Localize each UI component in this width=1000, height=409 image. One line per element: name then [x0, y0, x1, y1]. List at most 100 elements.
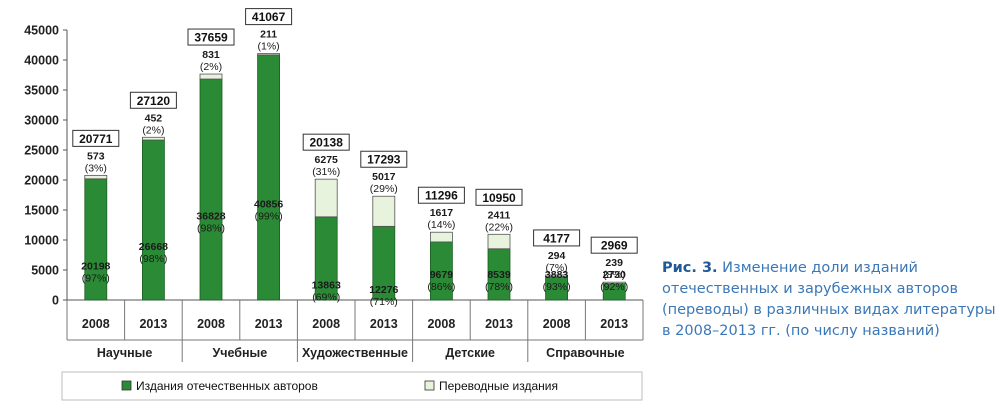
translated-pct-label: (1%) [258, 41, 280, 53]
total-box [302, 133, 350, 151]
bar-translated [372, 195, 396, 227]
bar-translated [84, 174, 108, 180]
translated-pct-label: (3%) [85, 162, 107, 174]
translated-pct-label: (29%) [370, 183, 398, 195]
y-tick-label: 10000 [24, 234, 59, 248]
legend-label: Переводные издания [439, 379, 558, 393]
y-tick-label: 0 [52, 294, 59, 308]
domestic-value-label: 3883 [545, 269, 569, 281]
x-tick-label-year: 2013 [139, 317, 167, 331]
translated-value-label: 452 [145, 112, 163, 124]
bar-translated [141, 136, 165, 141]
legend-box [61, 371, 643, 401]
x-tick-label-year: 2008 [197, 317, 225, 331]
domestic-value-label: 20198 [81, 260, 110, 272]
domestic-value-label: 8539 [487, 269, 511, 281]
translated-value-label: 294 [548, 250, 566, 262]
domestic-value-label: 26668 [139, 241, 168, 253]
translated-pct-label: (31%) [312, 166, 340, 178]
translated-value-label: 2411 [488, 209, 511, 221]
translated-pct-label: (2%) [200, 61, 222, 73]
y-tick-label: 45000 [24, 24, 59, 38]
bar-translated [314, 178, 338, 218]
bar-translated [602, 281, 626, 285]
total-value-label: 17293 [367, 153, 401, 167]
total-box [417, 186, 465, 204]
bar-translated [545, 274, 568, 278]
x-tick-label-year: 2013 [600, 317, 628, 331]
x-tick-label-year: 2008 [427, 317, 455, 331]
y-tick-label: 35000 [24, 84, 59, 98]
translated-value-label: 211 [260, 29, 277, 41]
x-group-label: Учебные [212, 346, 267, 360]
bar-domestic [141, 139, 165, 301]
domestic-value-label: 9679 [430, 269, 454, 281]
bar-domestic [257, 54, 281, 301]
total-value-label: 37659 [194, 31, 228, 45]
domestic-pct-label: (71%) [370, 296, 398, 308]
x-group-label: Детские [445, 346, 495, 360]
chart: 0 5000 10000 15000 20000 25000 30000 35000 40000… [24, 8, 644, 401]
total-box [187, 28, 235, 46]
domestic-pct-label: (98%) [139, 253, 167, 265]
translated-value-label: 5017 [372, 171, 396, 183]
legend-label: Издания отечественных авторов [136, 379, 318, 393]
total-value-label: 27120 [137, 94, 171, 108]
total-value-label: 41067 [252, 10, 286, 24]
y-tick-label: 25000 [24, 144, 59, 158]
translated-value-label: 239 [605, 257, 623, 269]
total-box [590, 236, 638, 254]
total-value-label: 11296 [425, 189, 458, 203]
translated-value-label: 831 [202, 49, 220, 61]
total-value-label: 2969 [601, 239, 628, 253]
y-tick-label: 15000 [24, 204, 59, 218]
legend-swatch [121, 380, 132, 391]
domestic-value-label: 2730 [603, 269, 627, 281]
bar-translated [487, 233, 511, 250]
x-tick-label-year: 2008 [82, 317, 110, 331]
domestic-value-label: 36828 [196, 211, 225, 223]
x-tick-label-year: 2008 [312, 317, 340, 331]
legend-swatch [424, 380, 435, 391]
total-box [533, 229, 581, 247]
total-box [245, 8, 293, 26]
x-group-label: Научные [97, 346, 152, 360]
domestic-value-label: 13863 [312, 279, 341, 291]
y-tick-label: 5000 [31, 264, 59, 278]
y-tick-label: 20000 [24, 174, 59, 188]
x-group-label: Художественные [302, 346, 408, 360]
domestic-pct-label: (97%) [82, 272, 110, 284]
caption-text: Изменение доли изданий отечественных и з… [662, 260, 996, 339]
domestic-pct-label: (86%) [427, 281, 455, 293]
total-box [129, 91, 177, 109]
translated-pct-label: (7%) [546, 262, 568, 274]
y-tick-label: 30000 [24, 114, 59, 128]
total-box [360, 150, 408, 168]
bar-translated [199, 73, 223, 80]
domestic-pct-label: (92%) [600, 281, 628, 293]
x-group-label: Справочные [546, 346, 624, 360]
total-box [475, 188, 523, 206]
domestic-pct-label: (93%) [543, 281, 571, 293]
domestic-pct-label: (69%) [312, 291, 340, 303]
bar-domestic [199, 78, 223, 301]
figure-caption: Рис. 3. Изменение доли изданий отечестве… [662, 258, 996, 342]
domestic-pct-label: (99%) [255, 210, 283, 222]
domestic-pct-label: (78%) [485, 281, 513, 293]
domestic-value-label: 40856 [254, 198, 283, 210]
caption-label: Рис. 3. [662, 260, 718, 276]
total-value-label: 10950 [482, 191, 516, 205]
translated-value-label: 573 [87, 150, 105, 162]
bar-translated [257, 53, 281, 56]
x-tick-label-year: 2013 [255, 317, 283, 331]
domestic-value-label: 12276 [369, 284, 398, 296]
x-tick-label-year: 2013 [485, 317, 513, 331]
translated-pct-label: (2%) [142, 124, 164, 136]
translated-value-label: 6275 [315, 154, 339, 166]
domestic-pct-label: (98%) [197, 223, 225, 235]
translated-pct-label: (14%) [427, 219, 455, 231]
total-value-label: 20771 [79, 132, 113, 146]
translated-value-label: 1617 [430, 207, 454, 219]
total-box [72, 129, 120, 147]
x-tick-label-year: 2008 [543, 317, 571, 331]
